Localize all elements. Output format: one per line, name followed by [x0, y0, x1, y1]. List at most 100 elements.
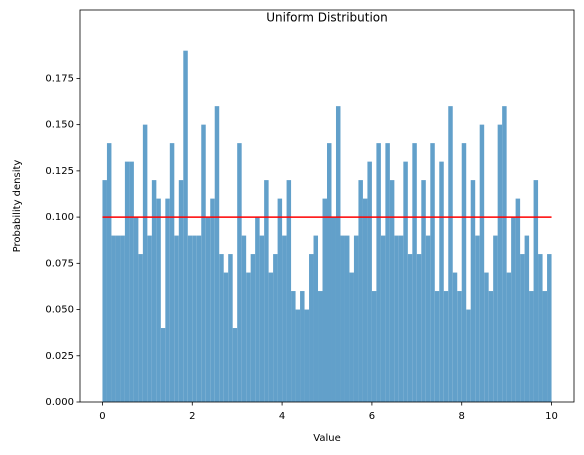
bar — [547, 254, 552, 402]
bar — [264, 180, 269, 402]
bar — [309, 254, 314, 402]
bar — [511, 217, 516, 402]
bar — [219, 254, 224, 402]
bar — [259, 235, 265, 402]
bar — [102, 180, 107, 402]
bar — [353, 235, 359, 402]
bar — [443, 291, 449, 402]
bar — [111, 235, 116, 402]
bar — [331, 217, 336, 402]
bar — [151, 180, 157, 402]
y-tick-label: 0.125 — [45, 166, 74, 177]
bar — [407, 254, 413, 402]
bar — [542, 291, 548, 402]
bar — [300, 291, 305, 402]
bar — [466, 309, 471, 402]
bar — [223, 272, 229, 402]
bar — [255, 217, 260, 402]
bar — [362, 198, 368, 402]
bar — [282, 235, 287, 402]
bar — [129, 161, 134, 402]
bar — [335, 106, 341, 402]
bar — [106, 143, 112, 402]
bar — [452, 272, 458, 402]
bar — [120, 235, 125, 402]
bar — [169, 143, 175, 402]
y-tick-label: 0.025 — [45, 351, 74, 362]
bar — [448, 106, 453, 402]
bar — [196, 235, 202, 402]
bar — [192, 235, 197, 402]
bar — [138, 254, 143, 402]
y-tick-label: 0.000 — [45, 397, 74, 408]
bar — [398, 235, 404, 402]
y-tick-label: 0.150 — [45, 120, 74, 131]
bar — [142, 124, 148, 402]
bar — [479, 124, 485, 402]
bar — [291, 291, 296, 402]
bar — [533, 180, 539, 402]
chart-title: Uniform Distribution — [266, 11, 388, 25]
bar — [421, 180, 426, 402]
y-tick-label: 0.050 — [45, 305, 74, 316]
bar — [250, 254, 256, 402]
bar — [318, 291, 323, 402]
bar — [241, 235, 247, 402]
bar — [201, 124, 206, 402]
bar — [506, 272, 512, 402]
y-tick-label: 0.100 — [45, 212, 74, 223]
bar — [295, 309, 301, 402]
bar — [210, 198, 215, 402]
bar — [340, 235, 345, 402]
bar — [520, 254, 525, 402]
bar — [380, 235, 386, 402]
y-axis-label: Probability density — [12, 160, 23, 253]
y-tick-label: 0.075 — [45, 258, 74, 269]
bar — [273, 254, 278, 402]
bar — [529, 291, 534, 402]
bar — [416, 254, 422, 402]
bar — [502, 106, 507, 402]
bar — [389, 180, 395, 402]
bar — [115, 235, 121, 402]
bar — [156, 198, 161, 402]
bar — [457, 291, 462, 402]
bar — [124, 161, 130, 402]
bar — [470, 180, 476, 402]
bar — [322, 198, 327, 402]
bar — [475, 235, 480, 402]
bar — [174, 235, 179, 402]
bar — [344, 235, 350, 402]
bar — [385, 143, 390, 402]
x-tick-label: 10 — [545, 411, 558, 422]
bar — [425, 235, 431, 402]
bar — [376, 143, 381, 402]
bar — [165, 198, 170, 402]
bar — [358, 180, 363, 402]
bar — [187, 235, 193, 402]
bar — [313, 235, 319, 402]
bar — [232, 328, 238, 402]
bar — [268, 272, 274, 402]
bar — [304, 309, 310, 402]
bar — [228, 254, 233, 402]
bar — [403, 161, 408, 402]
bar — [147, 235, 152, 402]
bar — [178, 180, 184, 402]
x-tick-label: 0 — [99, 411, 105, 422]
x-axis-label: Value — [313, 433, 340, 444]
bar — [183, 50, 188, 402]
x-tick-label: 6 — [369, 411, 375, 422]
plot-frame — [79, 9, 575, 403]
bar — [286, 180, 292, 402]
y-tick-label: 0.175 — [45, 73, 74, 84]
bar — [493, 235, 498, 402]
bar — [371, 291, 377, 402]
x-tick-label: 4 — [279, 411, 285, 422]
bar — [515, 198, 521, 402]
bar — [434, 291, 440, 402]
bar — [394, 235, 399, 402]
bar — [488, 291, 494, 402]
bar — [484, 272, 489, 402]
